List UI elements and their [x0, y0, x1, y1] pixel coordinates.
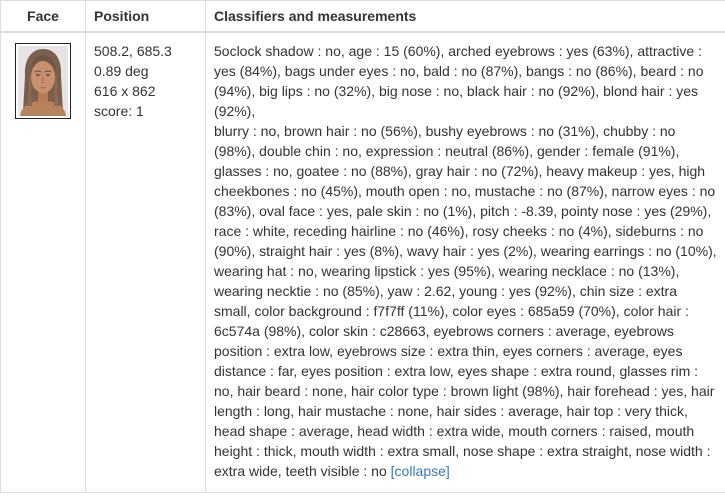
position-score: score: 1: [94, 103, 144, 119]
position-coordinates: 508.2, 685.3: [94, 43, 172, 59]
position-rotation: 0.89 deg: [94, 63, 149, 79]
classifiers-text: 5oclock shadow : no, age : 15 (60%), arc…: [214, 43, 717, 479]
collapse-link[interactable]: [collapse]: [390, 463, 450, 479]
position-cell: 508.2, 685.3 0.89 deg 616 x 862 score: 1: [85, 31, 206, 493]
position-size: 616 x 862: [94, 83, 156, 99]
classifiers-cell: 5oclock shadow : no, age : 15 (60%), arc…: [205, 31, 725, 493]
face-image-icon: [18, 46, 68, 116]
face-cell: [0, 31, 86, 493]
table-row: 508.2, 685.3 0.89 deg 616 x 862 score: 1…: [0, 31, 725, 493]
header-position: Position: [85, 0, 206, 33]
header-face: Face: [0, 0, 86, 33]
face-thumbnail[interactable]: [15, 43, 71, 119]
table-header-row: Face Position Classifiers and measuremen…: [0, 0, 725, 33]
header-classifiers: Classifiers and measurements: [205, 0, 725, 33]
